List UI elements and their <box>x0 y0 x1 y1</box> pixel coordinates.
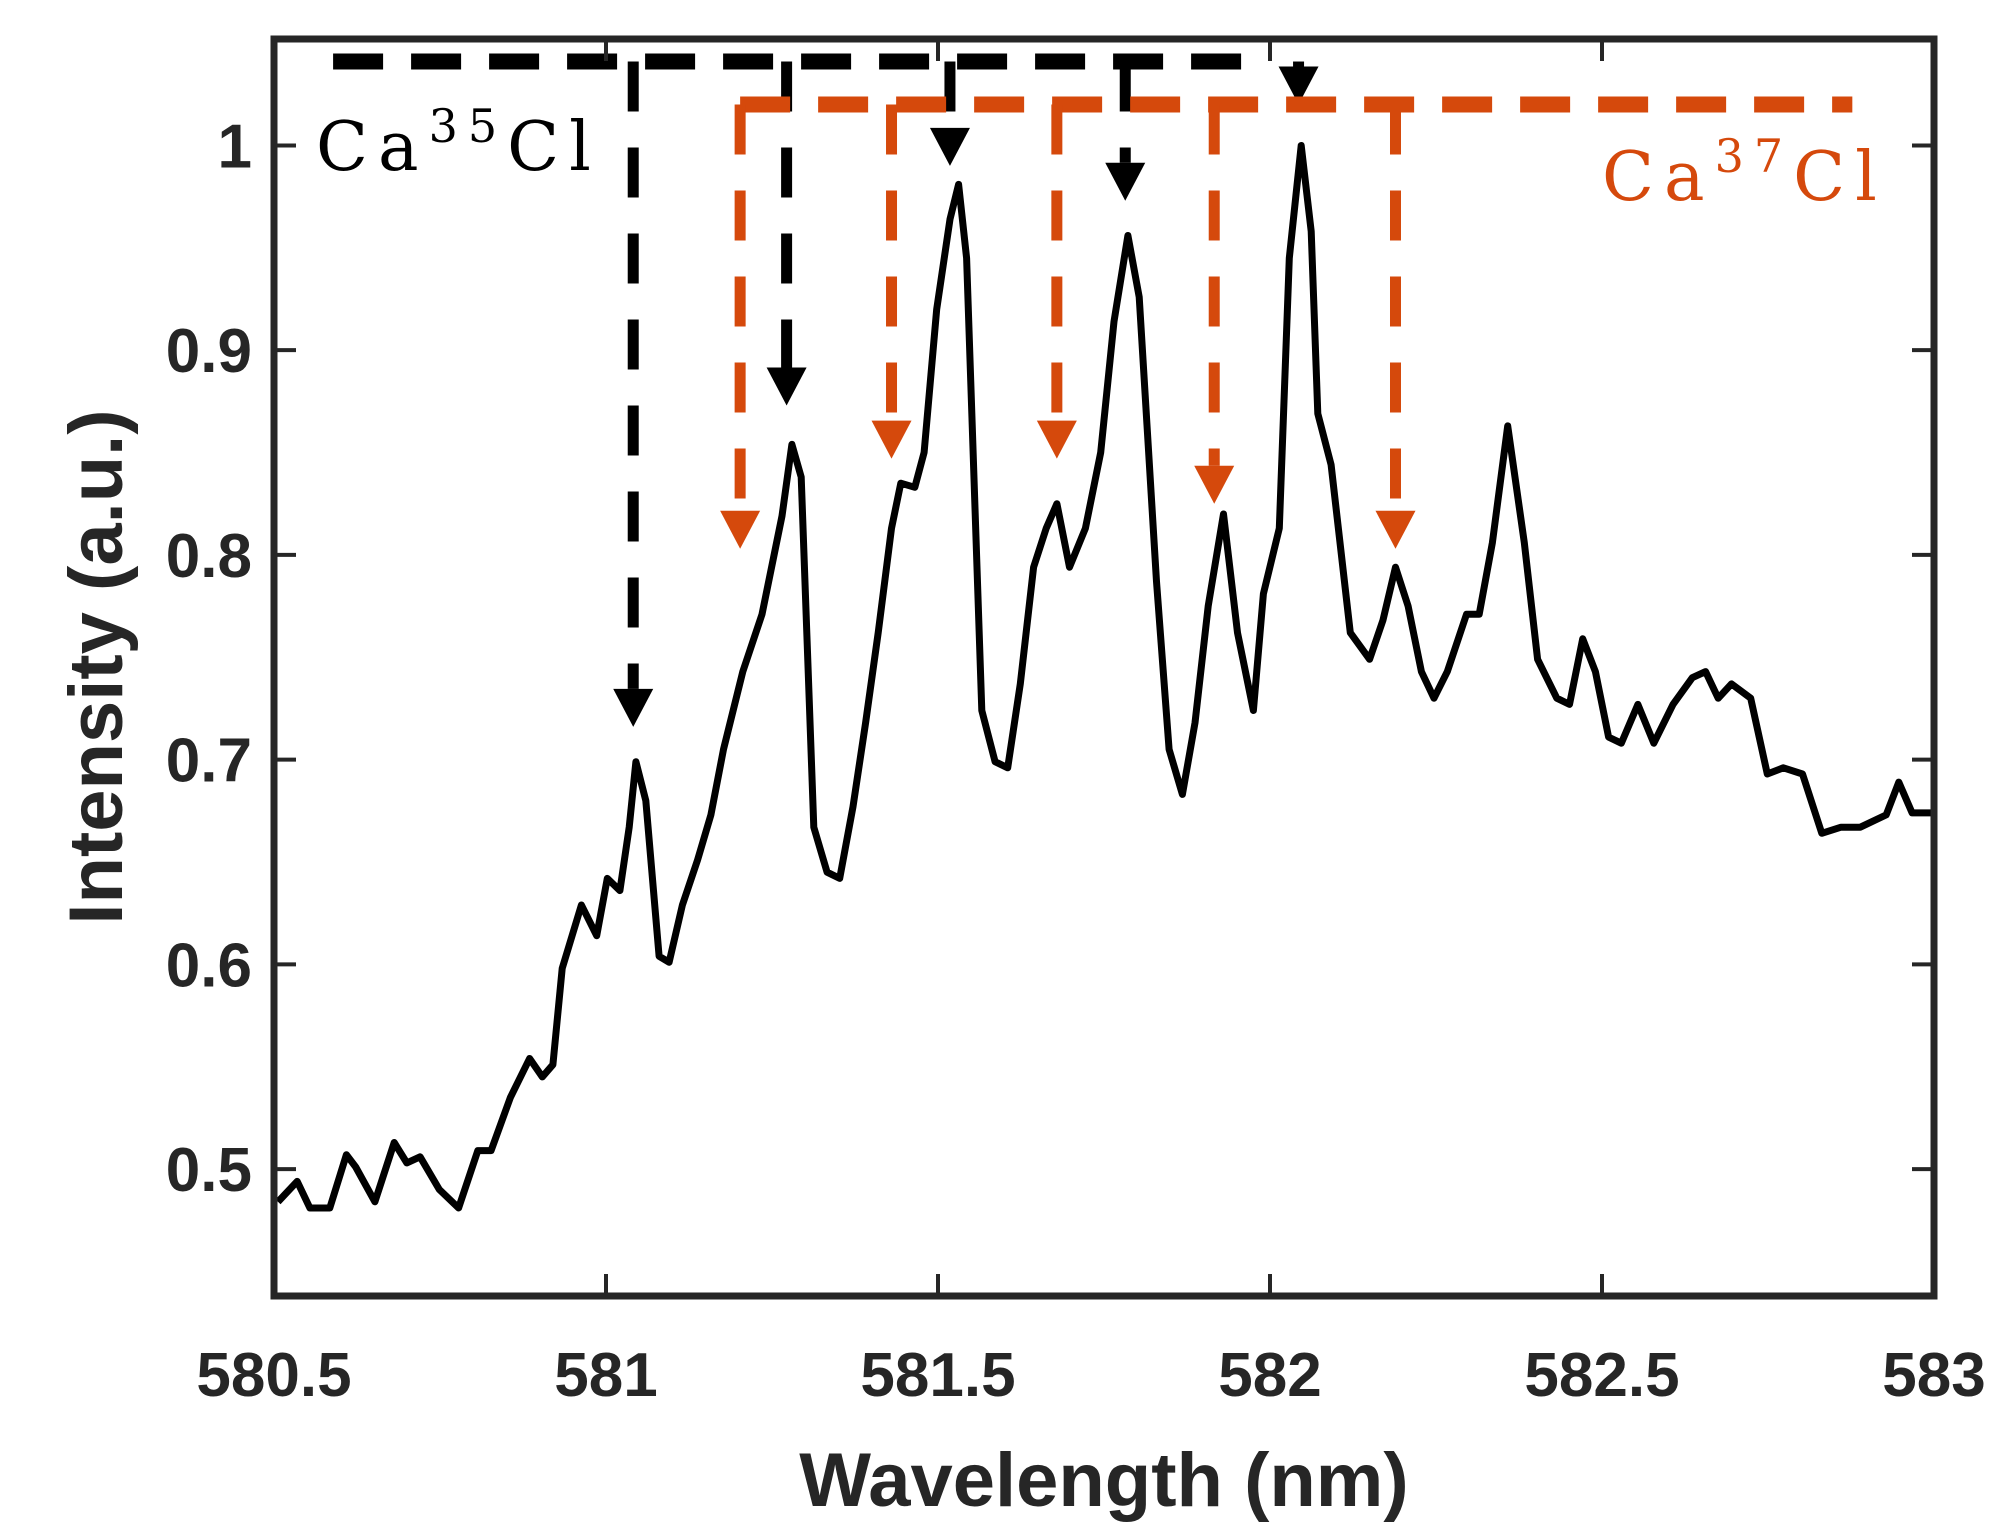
x-tick-label: 581 <box>554 1341 657 1410</box>
annotation-label-37: Ca37Cl <box>1602 129 1887 217</box>
x-tick-label: 582.5 <box>1524 1341 1679 1410</box>
label-base: Ca <box>316 108 429 187</box>
annotation-arrow-head <box>613 688 654 727</box>
x-tick-label: 580.5 <box>196 1341 351 1410</box>
annotation-arrow-head <box>1105 162 1146 201</box>
annotation-arrow-head <box>929 127 970 166</box>
annotation-arrow-head <box>766 367 807 406</box>
label-superscript: 37 <box>1715 129 1794 183</box>
x-tick-label: 581.5 <box>860 1341 1015 1410</box>
annotation-arrow-head <box>720 510 761 549</box>
x-tick-label: 582 <box>1218 1341 1321 1410</box>
x-axis-label: Wavelength (nm) <box>799 1438 1408 1523</box>
annotation-arrow-head <box>1278 66 1319 105</box>
y-tick-label: 0.9 <box>166 317 252 386</box>
annotation-group-35: Ca35Cl <box>316 53 1319 727</box>
y-tick-label: 0.6 <box>166 931 252 1000</box>
y-tick-label: 0.5 <box>166 1136 252 1205</box>
axes-box <box>270 35 1938 1300</box>
annotation-label-35: Ca35Cl <box>316 99 601 187</box>
y-axis-label: Intensity (a.u.) <box>54 409 139 924</box>
y-tick-label: 0.7 <box>166 727 252 796</box>
annotation-arrow-head <box>1375 510 1416 549</box>
annotation-arrow-head <box>1194 465 1235 504</box>
annotation-group-37: Ca37Cl <box>720 96 1887 549</box>
annotation-arrow-head <box>871 420 912 459</box>
x-tick-label: 583 <box>1882 1341 1985 1410</box>
label-tail: Cl <box>1793 138 1887 217</box>
spectrum-line <box>275 142 1934 1212</box>
y-tick-label: 0.8 <box>166 522 252 591</box>
annotation-arrow-head <box>1036 420 1077 459</box>
label-tail: Cl <box>507 108 601 187</box>
y-tick-label: 1 <box>218 112 252 181</box>
label-superscript: 35 <box>429 99 508 153</box>
label-base: Ca <box>1602 138 1715 217</box>
